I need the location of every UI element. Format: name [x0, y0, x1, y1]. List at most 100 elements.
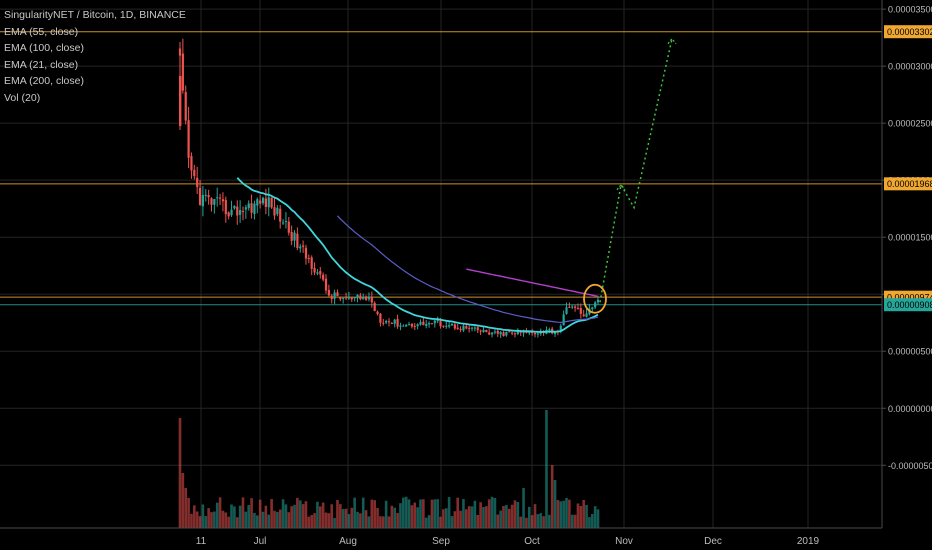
volume-bar: [525, 517, 528, 528]
time-tick-label: Oct: [524, 536, 540, 547]
candle-body: [445, 325, 448, 327]
volume-bar: [453, 511, 457, 528]
candle-body: [488, 332, 491, 335]
volume-bar: [424, 517, 428, 528]
volume-bar: [270, 499, 273, 528]
volume-bar: [593, 506, 597, 528]
candle-body: [244, 207, 247, 210]
volume-bar: [579, 506, 583, 528]
volume-bar: [247, 505, 251, 528]
volume-bar: [396, 512, 399, 528]
candle-body: [196, 177, 199, 188]
volume-bar: [433, 499, 437, 528]
candle-body: [390, 323, 393, 325]
candle-body: [302, 245, 305, 247]
candle-body: [476, 327, 479, 331]
legend-ema-55[interactable]: EMA (55, close): [4, 25, 79, 38]
candle-body: [218, 197, 222, 199]
volume-bar: [427, 515, 431, 528]
price-tick-label: 0.00001500: [888, 233, 932, 243]
volume-bar: [361, 497, 365, 528]
candle-body: [410, 323, 414, 327]
volume-bar: [190, 513, 193, 528]
time-tick-label: 11: [196, 536, 207, 547]
candle-body: [499, 332, 502, 335]
candle-body: [290, 231, 293, 241]
volume-bar: [367, 516, 371, 528]
candle-body: [184, 92, 187, 121]
ema-21-line: [236, 177, 599, 333]
volume-bar: [533, 504, 537, 528]
volume-bar: [582, 500, 585, 528]
candle-body: [233, 205, 236, 209]
volume-bar: [210, 512, 213, 528]
candle-body: [339, 296, 342, 300]
volume-bar: [276, 511, 279, 528]
volume-bar: [204, 516, 208, 528]
candle-body: [239, 210, 242, 215]
volume-bar: [548, 514, 551, 528]
candle-body: [296, 233, 299, 248]
volume-bar: [198, 516, 202, 528]
volume-bar: [193, 505, 196, 528]
candle-body: [573, 306, 577, 308]
volume-bar: [479, 502, 482, 528]
volume-bar: [201, 504, 205, 528]
volume-bar: [485, 506, 488, 528]
candle-body: [442, 325, 445, 327]
candle-body: [299, 246, 302, 249]
volume-bar: [522, 488, 525, 528]
volume-bar: [230, 504, 233, 528]
legend-ema-100[interactable]: EMA (100, close): [4, 42, 84, 54]
volume-bar: [313, 513, 316, 528]
candle-body: [502, 332, 505, 337]
candle-body: [253, 203, 256, 214]
legend-ema-200[interactable]: EMA (200, close): [4, 75, 84, 87]
candle-body: [362, 297, 365, 300]
volume-bar: [321, 502, 325, 528]
legend-volume[interactable]: Vol (20): [4, 91, 41, 104]
candle-body: [216, 197, 219, 199]
level-price-tag: [884, 177, 932, 191]
volume-bar: [310, 515, 313, 528]
projection-path: [599, 38, 673, 303]
level-price-label: 0.00000974: [887, 292, 932, 302]
volume-bar: [407, 499, 411, 528]
volume-bar: [350, 507, 354, 528]
candle-body: [204, 194, 207, 196]
level-price-tag: [884, 298, 932, 312]
chart-legend: SingularityNET / Bitcoin, 1D, BINANCE EM…: [4, 7, 186, 106]
volume-bar: [476, 514, 480, 528]
volume-bar: [364, 510, 368, 528]
candle-body: [594, 302, 597, 308]
volume-bar: [465, 509, 468, 528]
candle-body: [453, 324, 456, 329]
volume-bar: [238, 505, 242, 528]
volume-bar: [296, 497, 299, 528]
candle-body: [399, 325, 402, 327]
candle-body: [284, 220, 288, 222]
candle-body: [327, 289, 330, 296]
legend-ema-21[interactable]: EMA (21, close): [4, 58, 79, 71]
volume-bar: [502, 506, 505, 528]
volume-bar: [341, 509, 345, 528]
candle-body: [465, 326, 468, 329]
volume-bar: [287, 512, 291, 528]
volume-bar: [482, 507, 485, 528]
candle-body: [565, 307, 568, 314]
candle-body: [367, 296, 371, 300]
volume-bar: [256, 515, 259, 528]
candle-body: [419, 322, 422, 325]
volume-bar: [359, 513, 362, 528]
volume-bar: [490, 496, 494, 528]
volume-bar: [467, 506, 471, 528]
volume-bar: [184, 488, 188, 528]
volume-bar: [487, 499, 491, 528]
candle-body: [198, 187, 202, 205]
candle-body: [439, 320, 442, 327]
volume-bar: [301, 504, 305, 528]
volume-bar: [370, 499, 374, 528]
volume-bar: [513, 500, 517, 528]
candle-body: [582, 314, 585, 317]
